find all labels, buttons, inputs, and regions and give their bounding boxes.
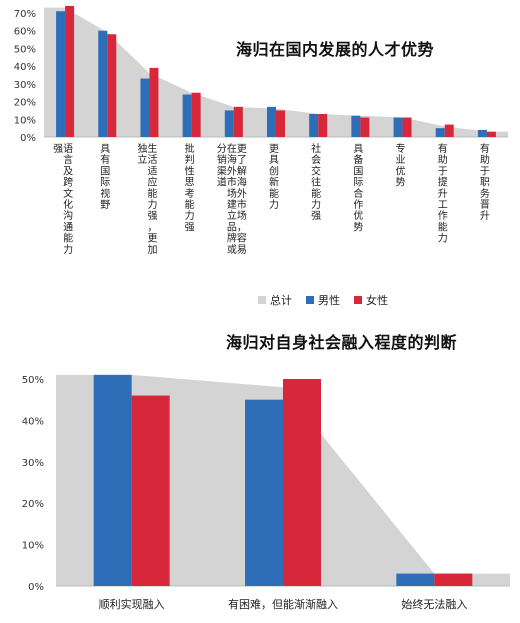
bar-female — [191, 92, 201, 137]
bar-male — [93, 374, 132, 586]
y-tick-label: 50% — [22, 375, 44, 386]
legend-item-total: 总计 — [258, 292, 292, 308]
bar-female — [444, 124, 454, 137]
bar-male — [224, 110, 234, 137]
bar-female — [318, 113, 328, 137]
y-tick-label: 30% — [14, 80, 36, 91]
bar-male — [245, 399, 283, 586]
bar-male — [267, 106, 276, 137]
x-tick-label: 生活适应能力强，更加独立 — [137, 142, 157, 256]
y-tick-label: 30% — [22, 458, 44, 469]
legend-swatch-total — [258, 296, 266, 304]
bar-female — [233, 106, 243, 137]
bar-female — [276, 110, 285, 137]
y-tick-label: 0% — [28, 582, 44, 593]
bar-male — [98, 30, 108, 137]
legend-swatch-female — [354, 296, 362, 304]
x-tick-label: 有助于职务晋升 — [480, 142, 490, 222]
x-tick-label: 顺利实现融入 — [99, 597, 165, 611]
legend-item-female: 女性 — [354, 292, 388, 308]
bottom-chart: 0% 10% 20% 30% 40% 50% 顺利实现融入 有困难，但能渐渐融入 始终无法融入 … — [0, 312, 520, 623]
legend-label-male: 男性 — [318, 294, 340, 307]
bar-female — [131, 395, 170, 586]
x-tick-label: 有助于提升工作能力 — [438, 142, 448, 245]
top-chart-svg: 0% 10% 20% 30% 40% 50% 60% 70% 语言及跨文化沟通能力强 具有国际视野… — [14, 5, 508, 256]
x-tick-label: 语言及跨文化沟通能力强 — [53, 143, 73, 256]
bar-female — [434, 573, 473, 586]
y-tick-label: 50% — [14, 44, 36, 55]
bottom-chart-title: 海归对自身社会融入程度的判断 — [226, 333, 458, 352]
bar-female — [107, 34, 117, 137]
y-tick-label: 10% — [14, 115, 36, 126]
legend-item-male: 男性 — [306, 292, 340, 308]
bar-male — [396, 573, 435, 586]
y-tick-label: 0% — [20, 133, 36, 144]
legend-label-female: 女性 — [366, 294, 388, 307]
bar-male — [477, 129, 487, 137]
bar-male — [435, 128, 445, 137]
x-tick-label: 有困难，但能渐渐融入 — [228, 597, 338, 611]
y-tick-label: 40% — [14, 62, 36, 73]
bottom-chart-svg: 0% 10% 20% 30% 40% 50% 顺利实现融入 有困难，但能渐渐融入 始终无法融入 — [22, 374, 510, 611]
y-tick-label: 20% — [14, 98, 36, 109]
bar-male — [140, 78, 150, 137]
x-tick-label: 更具创新能力 — [269, 143, 279, 211]
bar-female — [402, 117, 412, 137]
y-tick-label: 10% — [22, 541, 44, 552]
top-chart-title: 海归在国内发展的人才优势 — [236, 40, 435, 59]
x-tick-label: 具有国际视野 — [100, 143, 110, 211]
y-tick-label: 70% — [14, 9, 36, 20]
y-tick-label: 60% — [14, 27, 36, 38]
top-chart-legend: 总计 男性 女性 — [258, 292, 388, 308]
x-tick-label: 更了解海外市场，容易在海外市场建立品牌或分销渠道 — [217, 143, 247, 256]
bar-male — [182, 94, 192, 137]
bar-male — [56, 11, 66, 138]
y-tick-label: 20% — [22, 499, 44, 510]
bar-female — [360, 117, 370, 137]
x-tick-label: 社会交往能力强 — [311, 142, 321, 222]
bar-female — [65, 5, 75, 137]
bar-female — [283, 379, 321, 586]
x-tick-label: 具备国际合作优势 — [353, 143, 363, 233]
top-chart: 0% 10% 20% 30% 40% 50% 60% 70% 语言及跨文化沟通能力强 具有国际视野… — [0, 0, 520, 310]
x-tick-label: 批判性思考能力强 — [185, 142, 195, 233]
bar-male — [309, 113, 319, 137]
legend-label-total: 总计 — [270, 294, 292, 307]
x-tick-label: 专业优势 — [396, 142, 406, 189]
x-tick-label: 始终无法融入 — [401, 597, 467, 611]
bar-female — [149, 67, 159, 137]
total-area — [44, 7, 508, 137]
bar-female — [486, 131, 496, 137]
bar-male — [393, 117, 403, 137]
y-tick-label: 40% — [22, 416, 44, 427]
legend-swatch-male — [306, 296, 314, 304]
bar-male — [351, 115, 361, 137]
